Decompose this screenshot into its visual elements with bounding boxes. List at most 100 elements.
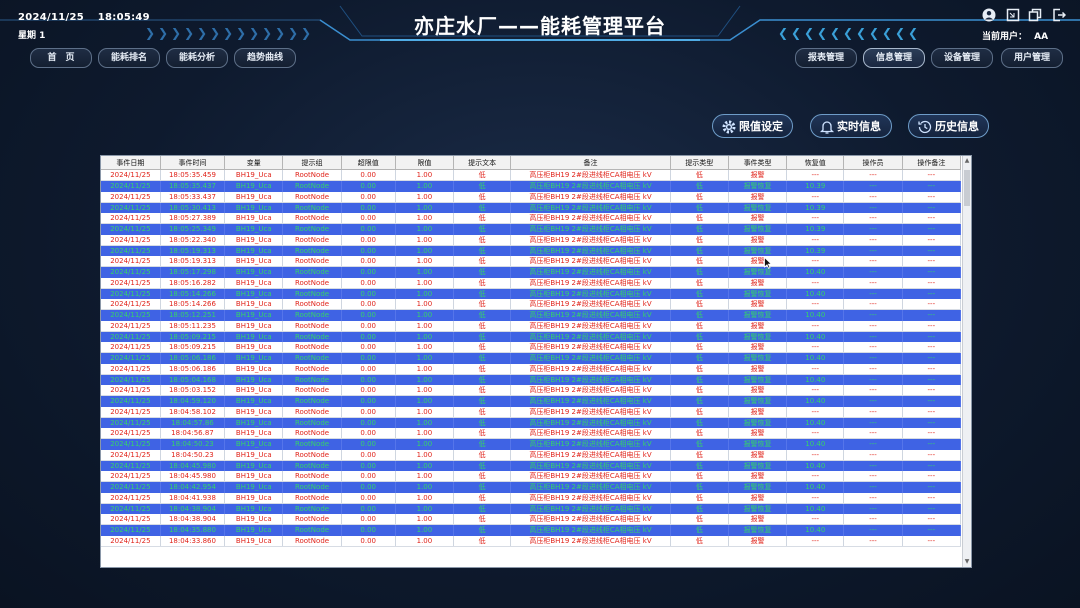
table-row[interactable]: 2024/11/25 18:04:38.904 BH19_Uca RootNode 0.…	[101, 503, 962, 514]
table-cell: 低	[453, 352, 512, 364]
table-row[interactable]: 2024/11/25 18:05:25.349 BH19_Uca RootNode 0.…	[101, 223, 962, 235]
table-row[interactable]: 2024/11/25 18:05:09.215 BH19_Uca RootNode 0.…	[101, 342, 962, 354]
table-row[interactable]: 2024/11/25 18:04:35.880 BH19_Uca RootNode 0.…	[101, 524, 962, 536]
table-row[interactable]: 2024/11/25 18:05:27.389 BH19_Uca RootNode 0.…	[101, 213, 962, 225]
table-cell: ---	[902, 481, 962, 493]
nav-report-management-button[interactable]: 报表管理	[795, 48, 857, 68]
col-header[interactable]: 提示组	[282, 156, 342, 170]
table-cell: 报警	[728, 385, 788, 397]
col-header[interactable]: 操作员	[843, 156, 903, 170]
col-header[interactable]: 操作备注	[902, 156, 962, 170]
table-row[interactable]: 2024/11/25 18:04:33.860 BH19_Uca RootNode 0.…	[101, 535, 962, 547]
table-row[interactable]: 2024/11/25 18:05:35.437 BH19_Uca RootNode 0.…	[101, 180, 962, 192]
col-header[interactable]: 变量	[224, 156, 284, 170]
col-header[interactable]: 提示文本	[453, 156, 512, 170]
table-row[interactable]: 2024/11/25 18:04:45.980 BH19_Uca RootNode 0.…	[101, 471, 962, 483]
table-cell: 1.00	[395, 503, 455, 514]
table-row[interactable]: 2024/11/25 18:05:19.313 BH19_Uca RootNode 0.…	[101, 245, 962, 256]
table-cell: 0.00	[341, 309, 396, 321]
table-row[interactable]: 2024/11/25 18:05:12.251 BH19_Uca RootNode 0.…	[101, 309, 962, 321]
nav-user-management-button[interactable]: 用户管理	[1001, 48, 1063, 68]
table-cell: 高压柜BH19 2#段进线柜CA相电压 kV	[510, 406, 671, 418]
table-cell: BH19_Uca	[224, 535, 284, 547]
table-row[interactable]: 2024/11/25 18:04:56.87 BH19_Uca RootNode 0.0…	[101, 428, 962, 440]
col-header[interactable]: 备注	[510, 156, 671, 170]
history-info-button[interactable]: 历史信息	[908, 114, 989, 138]
table-row[interactable]: 2024/11/25 18:05:19.313 BH19_Uca RootNode 0.…	[101, 256, 962, 268]
table-row[interactable]: 2024/11/25 18:05:14.266 BH19_Uca RootNode 0.…	[101, 299, 962, 311]
table-cell: BH19_Uca	[224, 417, 284, 428]
table-row[interactable]: 2024/11/25 18:04:38.904 BH19_Uca RootNode 0.…	[101, 514, 962, 526]
table-cell: 18:05:03.152	[160, 385, 226, 397]
table-cell: 1.00	[395, 363, 455, 375]
col-header[interactable]: 事件时间	[160, 156, 226, 170]
table-row[interactable]: 2024/11/25 18:05:14.266 BH19_Uca RootNode 0.…	[101, 288, 962, 299]
nav-device-management-button[interactable]: 设备管理	[931, 48, 993, 68]
table-cell: ---	[786, 256, 845, 268]
table-cell: 18:04:58.102	[160, 406, 226, 418]
table-cell: RootNode	[282, 481, 342, 493]
table-cell: 低	[670, 524, 729, 536]
table-cell: 低	[670, 223, 729, 235]
table-cell: 18:05:11.235	[160, 320, 226, 332]
threshold-setting-button[interactable]: 限值设定	[712, 114, 793, 138]
table-row[interactable]: 2024/11/25 18:05:06.186 BH19_Uca RootNode 0.…	[101, 363, 962, 375]
table-row[interactable]: 2024/11/25 18:04:45.980 BH19_Uca RootNode 0.…	[101, 460, 962, 471]
window-icon[interactable]	[1006, 7, 1020, 22]
logout-icon[interactable]	[1052, 7, 1067, 22]
table-row[interactable]: 2024/11/25 18:04:50.23 BH19_Uca RootNode 0.0…	[101, 449, 962, 461]
table-row[interactable]: 2024/11/25 18:05:35.459 BH19_Uca RootNode 0.…	[101, 169, 962, 182]
table-cell: 2024/11/25	[101, 320, 161, 332]
table-cell: RootNode	[282, 514, 342, 526]
table-row[interactable]: 2024/11/25 18:05:30.413 BH19_Uca RootNode 0.…	[101, 202, 962, 213]
scroll-up-arrow[interactable]: ▲	[964, 157, 970, 164]
table-row[interactable]: 2024/11/25 18:04:50.23 BH19_Uca RootNode 0.0…	[101, 438, 962, 450]
table-cell: ---	[843, 342, 903, 354]
table-row[interactable]: 2024/11/25 18:05:17.298 BH19_Uca RootNode 0.…	[101, 266, 962, 278]
col-header[interactable]: 超限值	[341, 156, 396, 170]
table-cell: 报警	[728, 471, 788, 483]
table-row[interactable]: 2024/11/25 18:04:57.86 BH19_Uca RootNode 0.0…	[101, 417, 962, 428]
table-row[interactable]: 2024/11/25 18:05:22.340 BH19_Uca RootNode 0.…	[101, 234, 962, 246]
table-row[interactable]: 2024/11/25 18:05:03.152 BH19_Uca RootNode 0.…	[101, 385, 962, 397]
mouse-cursor-icon	[764, 257, 772, 269]
user-icon[interactable]	[982, 7, 996, 22]
realtime-info-button[interactable]: 实时信息	[810, 114, 892, 138]
nav-info-management-button[interactable]: 信息管理	[863, 48, 925, 68]
table-cell: 低	[670, 234, 729, 246]
scroll-thumb[interactable]	[964, 170, 970, 206]
table-row[interactable]: 2024/11/25 18:05:16.282 BH19_Uca RootNode 0.…	[101, 277, 962, 289]
copy-icon[interactable]	[1028, 7, 1042, 22]
table-cell: 低	[453, 438, 512, 450]
col-header[interactable]: 事件类型	[728, 156, 788, 170]
table-cell: 10.40	[786, 417, 845, 428]
table-row[interactable]: 2024/11/25 18:04:42.954 BH19_Uca RootNode 0.…	[101, 481, 962, 493]
table-cell: 低	[670, 460, 729, 471]
table-cell: 0.00	[341, 266, 396, 278]
nav-energy-ranking-button[interactable]: 能耗排名	[98, 48, 160, 68]
vertical-scrollbar[interactable]: ▲ ▼	[962, 156, 971, 567]
table-row[interactable]: 2024/11/25 18:04:58.102 BH19_Uca RootNode 0.…	[101, 406, 962, 418]
table-row[interactable]: 2024/11/25 18:05:09.215 BH19_Uca RootNode 0.…	[101, 331, 962, 342]
table-row[interactable]: 2024/11/25 18:04:41.938 BH19_Uca RootNode 0.…	[101, 492, 962, 504]
table-row[interactable]: 2024/11/25 18:05:04.168 BH19_Uca RootNode 0.…	[101, 374, 962, 385]
table-cell: 低	[453, 417, 512, 428]
nav-energy-analysis-button[interactable]: 能耗分析	[166, 48, 228, 68]
col-header[interactable]: 恢复值	[786, 156, 845, 170]
table-cell: 低	[670, 503, 729, 514]
table-row[interactable]: 2024/11/25 18:05:06.186 BH19_Uca RootNode 0.…	[101, 352, 962, 364]
table-cell: 18:05:14.266	[160, 299, 226, 311]
nav-home-button[interactable]: 首 页	[30, 48, 92, 68]
scroll-down-arrow[interactable]: ▼	[964, 558, 970, 565]
col-header[interactable]: 限值	[395, 156, 455, 170]
table-cell: 低	[670, 438, 729, 450]
table-row[interactable]: 2024/11/25 18:05:33.437 BH19_Uca RootNode 0.…	[101, 191, 962, 203]
table-row[interactable]: 2024/11/25 18:04:59.120 BH19_Uca RootNode 0.…	[101, 395, 962, 407]
col-header[interactable]: 事件日期	[101, 156, 161, 170]
col-header[interactable]: 提示类型	[670, 156, 729, 170]
nav-trend-curve-button[interactable]: 趋势曲线	[234, 48, 296, 68]
table-cell: ---	[902, 234, 962, 246]
table-cell: 0.00	[341, 460, 396, 471]
date-text: 2024/11/25	[18, 12, 84, 23]
table-row[interactable]: 2024/11/25 18:05:11.235 BH19_Uca RootNode 0.…	[101, 320, 962, 332]
